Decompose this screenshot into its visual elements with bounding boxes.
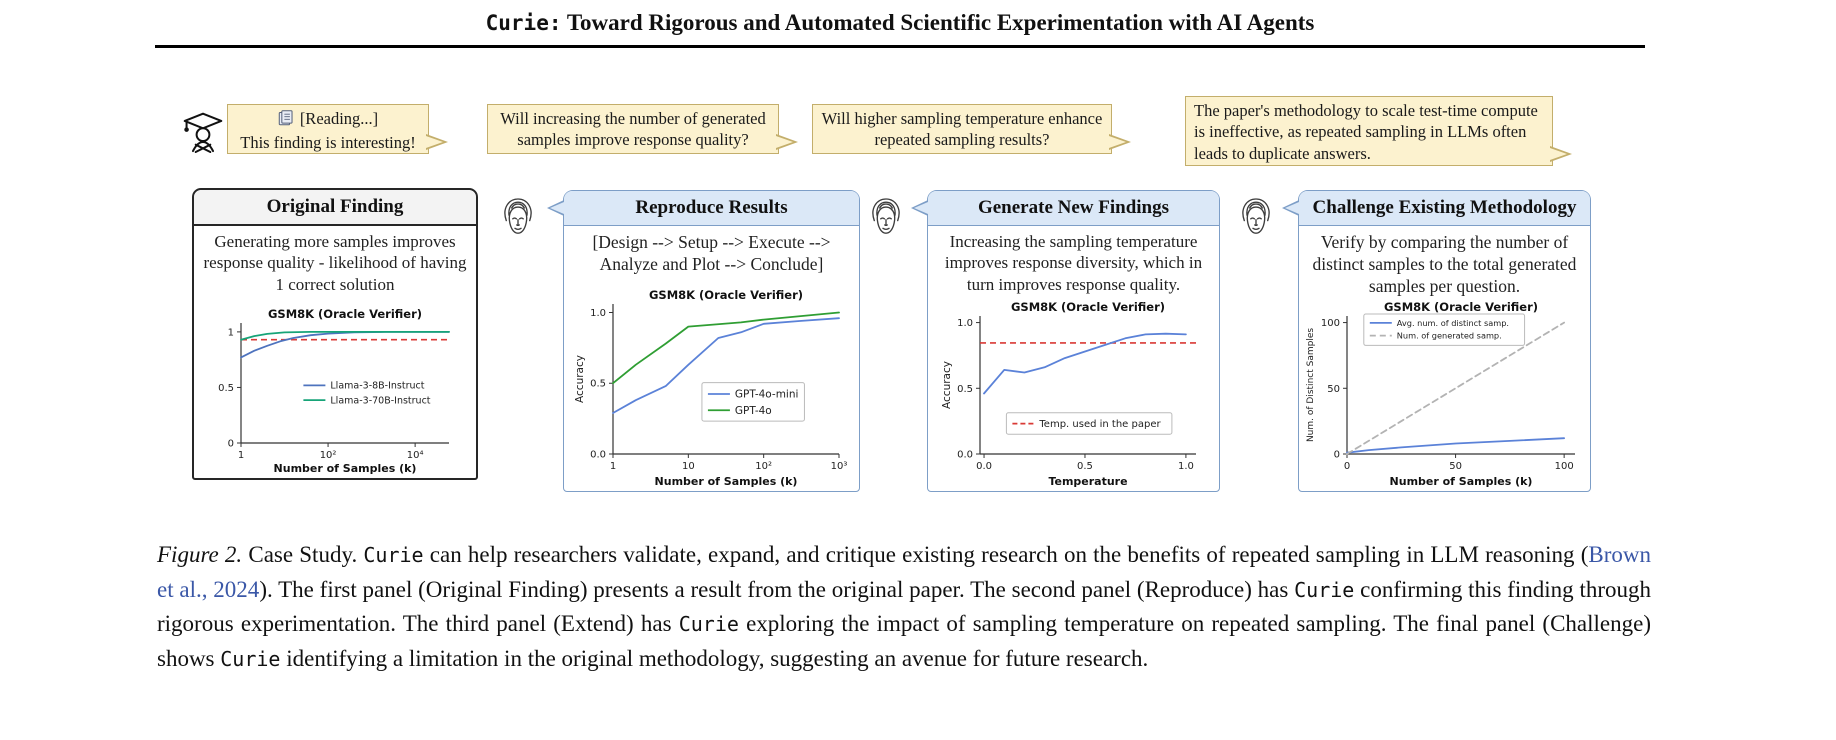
speech-bubble-question-temperature: Will higher sampling temperature enhance… bbox=[812, 104, 1131, 154]
svg-text:GSM8K (Oracle Verifier): GSM8K (Oracle Verifier) bbox=[268, 307, 422, 321]
title-rule bbox=[155, 45, 1645, 48]
svg-text:10²: 10² bbox=[755, 461, 772, 472]
svg-text:GSM8K (Oracle Verifier): GSM8K (Oracle Verifier) bbox=[1010, 300, 1164, 314]
generate-new-findings-chart: 0.0 0.5 1.0 0.0 0.5 1.0 GSM8K (Oracle Verifier… bbox=[928, 300, 1219, 491]
svg-text:Llama-3-70B-Instruct: Llama-3-70B-Instruct bbox=[330, 395, 430, 406]
svg-text:Temperature: Temperature bbox=[1048, 475, 1127, 488]
panel-reproduce-results: Reproduce Results [Design --> Setup --> … bbox=[547, 190, 860, 492]
citation-link[interactable]: Brown et al., 2024 bbox=[157, 542, 1651, 602]
svg-text:10: 10 bbox=[681, 461, 694, 472]
caption-text: Curie bbox=[220, 646, 281, 671]
svg-text:10³: 10³ bbox=[830, 461, 847, 472]
svg-text:1: 1 bbox=[238, 450, 244, 461]
svg-text:50: 50 bbox=[1327, 384, 1340, 395]
svg-text:0.5: 0.5 bbox=[218, 383, 234, 394]
caption-text: Curie bbox=[363, 543, 424, 567]
svg-text:1.0: 1.0 bbox=[590, 308, 606, 319]
caption-text: Curie bbox=[678, 612, 739, 636]
svg-text:1: 1 bbox=[228, 327, 234, 338]
caption-text: Figure 2. bbox=[157, 542, 243, 567]
speech-bubble-reading: [Reading...] This finding is interesting… bbox=[227, 104, 448, 154]
challenge-methodology-chart: 0 50 100 0 50 100 GSM8K (Oracle Verifier) Numbe… bbox=[1299, 300, 1590, 491]
svg-text:1.0: 1.0 bbox=[1177, 461, 1193, 472]
curie-face-icon bbox=[872, 198, 900, 234]
svg-text:0.0: 0.0 bbox=[957, 450, 973, 461]
svg-text:GSM8K (Oracle Verifier): GSM8K (Oracle Verifier) bbox=[1383, 300, 1537, 314]
caption-text: identifying a limitation in the original… bbox=[280, 645, 1149, 671]
panel-generate-new-findings-body: Increasing the sampling temperature impr… bbox=[944, 232, 1203, 294]
svg-text:0: 0 bbox=[228, 439, 234, 450]
panel-challenge-methodology-header: Challenge Existing Methodology bbox=[1282, 191, 1590, 226]
figure-caption: Figure 2. Case Study. Curie can help res… bbox=[157, 538, 1651, 676]
svg-text:GPT-4o: GPT-4o bbox=[734, 405, 771, 417]
svg-text:Number of Samples (k): Number of Samples (k) bbox=[274, 462, 417, 475]
caption-text: Case Study. bbox=[242, 542, 364, 567]
speech-bubble-challenge-claim: The paper's methodology to scale test-ti… bbox=[1185, 96, 1572, 166]
svg-text:Num. of Distinct Samples: Num. of Distinct Samples bbox=[1306, 328, 1316, 442]
svg-text:Num. of generated samp.: Num. of generated samp. bbox=[1396, 330, 1501, 340]
svg-text:0.5: 0.5 bbox=[590, 379, 606, 390]
svg-text:Number of Samples (k): Number of Samples (k) bbox=[1389, 475, 1532, 488]
svg-text:100: 100 bbox=[1320, 318, 1339, 329]
panel-challenge-methodology: Challenge Existing Methodology Verify by… bbox=[1282, 190, 1591, 492]
curie-face-icon bbox=[504, 198, 532, 234]
svg-text:Number of Samples (k): Number of Samples (k) bbox=[654, 475, 797, 488]
paper-title-text: Toward Rigorous and Automated Scientific… bbox=[561, 10, 1315, 35]
svg-text:Avg. num. of distinct samp.: Avg. num. of distinct samp. bbox=[1396, 318, 1508, 328]
svg-text:Temp. used in the paper: Temp. used in the paper bbox=[1038, 419, 1161, 430]
svg-text:100: 100 bbox=[1554, 461, 1573, 472]
svg-text:0.5: 0.5 bbox=[957, 384, 973, 395]
svg-text:50: 50 bbox=[1449, 461, 1462, 472]
bubble-reading-line2: This finding is interesting! bbox=[240, 133, 416, 153]
svg-text:Accuracy: Accuracy bbox=[574, 355, 586, 403]
panel-original-finding-header: Original Finding bbox=[194, 190, 476, 226]
svg-text:0: 0 bbox=[1343, 461, 1349, 472]
panel-reproduce-results-body: [Design --> Setup --> Execute --> Analyz… bbox=[592, 232, 831, 275]
svg-text:0.5: 0.5 bbox=[1077, 461, 1093, 472]
graduate-researcher-icon bbox=[183, 112, 223, 154]
panel-generate-new-findings: Generate New Findings Increasing the sam… bbox=[911, 190, 1220, 492]
caption-text: ). The first panel (Original Finding) pr… bbox=[259, 576, 1295, 602]
reproduce-results-chart: 1 10 10² 10³ 0.0 0.5 1.0 GSM8K (Oracle Verifier… bbox=[564, 288, 859, 491]
svg-text:GPT-4o-mini: GPT-4o-mini bbox=[734, 389, 798, 401]
svg-text:1.0: 1.0 bbox=[957, 318, 973, 329]
svg-text:0.0: 0.0 bbox=[590, 450, 606, 461]
panel-challenge-methodology-body: Verify by comparing the number of distin… bbox=[1312, 232, 1577, 297]
panel-reproduce-results-header: Reproduce Results bbox=[547, 191, 859, 226]
svg-text:0: 0 bbox=[1333, 450, 1339, 461]
reading-pages-icon bbox=[278, 109, 295, 132]
svg-text:Llama-3-8B-Instruct: Llama-3-8B-Instruct bbox=[330, 381, 424, 392]
svg-text:GSM8K (Oracle Verifier): GSM8K (Oracle Verifier) bbox=[648, 288, 802, 302]
svg-text:10²: 10² bbox=[320, 450, 337, 461]
paper-title-code: Curie: bbox=[485, 11, 562, 35]
svg-text:0.0: 0.0 bbox=[976, 461, 992, 472]
paper-title: Curie: Toward Rigorous and Automated Sci… bbox=[155, 10, 1645, 36]
svg-text:10⁴: 10⁴ bbox=[407, 450, 424, 461]
svg-text:Accuracy: Accuracy bbox=[941, 361, 953, 409]
speech-bubble-question-samples: Will increasing the number of generated … bbox=[487, 104, 798, 154]
caption-text: confirming this finding through rigorous… bbox=[157, 576, 1651, 637]
panel-original-finding-body: Generating more samples improves respons… bbox=[203, 232, 467, 294]
bubble-reading-line1: [Reading...] bbox=[236, 108, 420, 132]
panel-generate-new-findings-header: Generate New Findings bbox=[911, 191, 1219, 226]
svg-text:1: 1 bbox=[609, 461, 615, 472]
caption-text: Curie bbox=[1294, 577, 1355, 602]
panel-original-finding: Original Finding Generating more samples… bbox=[192, 188, 478, 480]
caption-text: exploring the impact of sampling tempera… bbox=[157, 611, 1651, 671]
caption-text: can help researchers validate, expand, a… bbox=[423, 542, 1589, 567]
original-finding-chart: 1 10² 10⁴ 0 0.5 1 GSM8K (Oracle Verifier) Numbe… bbox=[194, 307, 476, 478]
curie-face-icon bbox=[1242, 198, 1270, 234]
